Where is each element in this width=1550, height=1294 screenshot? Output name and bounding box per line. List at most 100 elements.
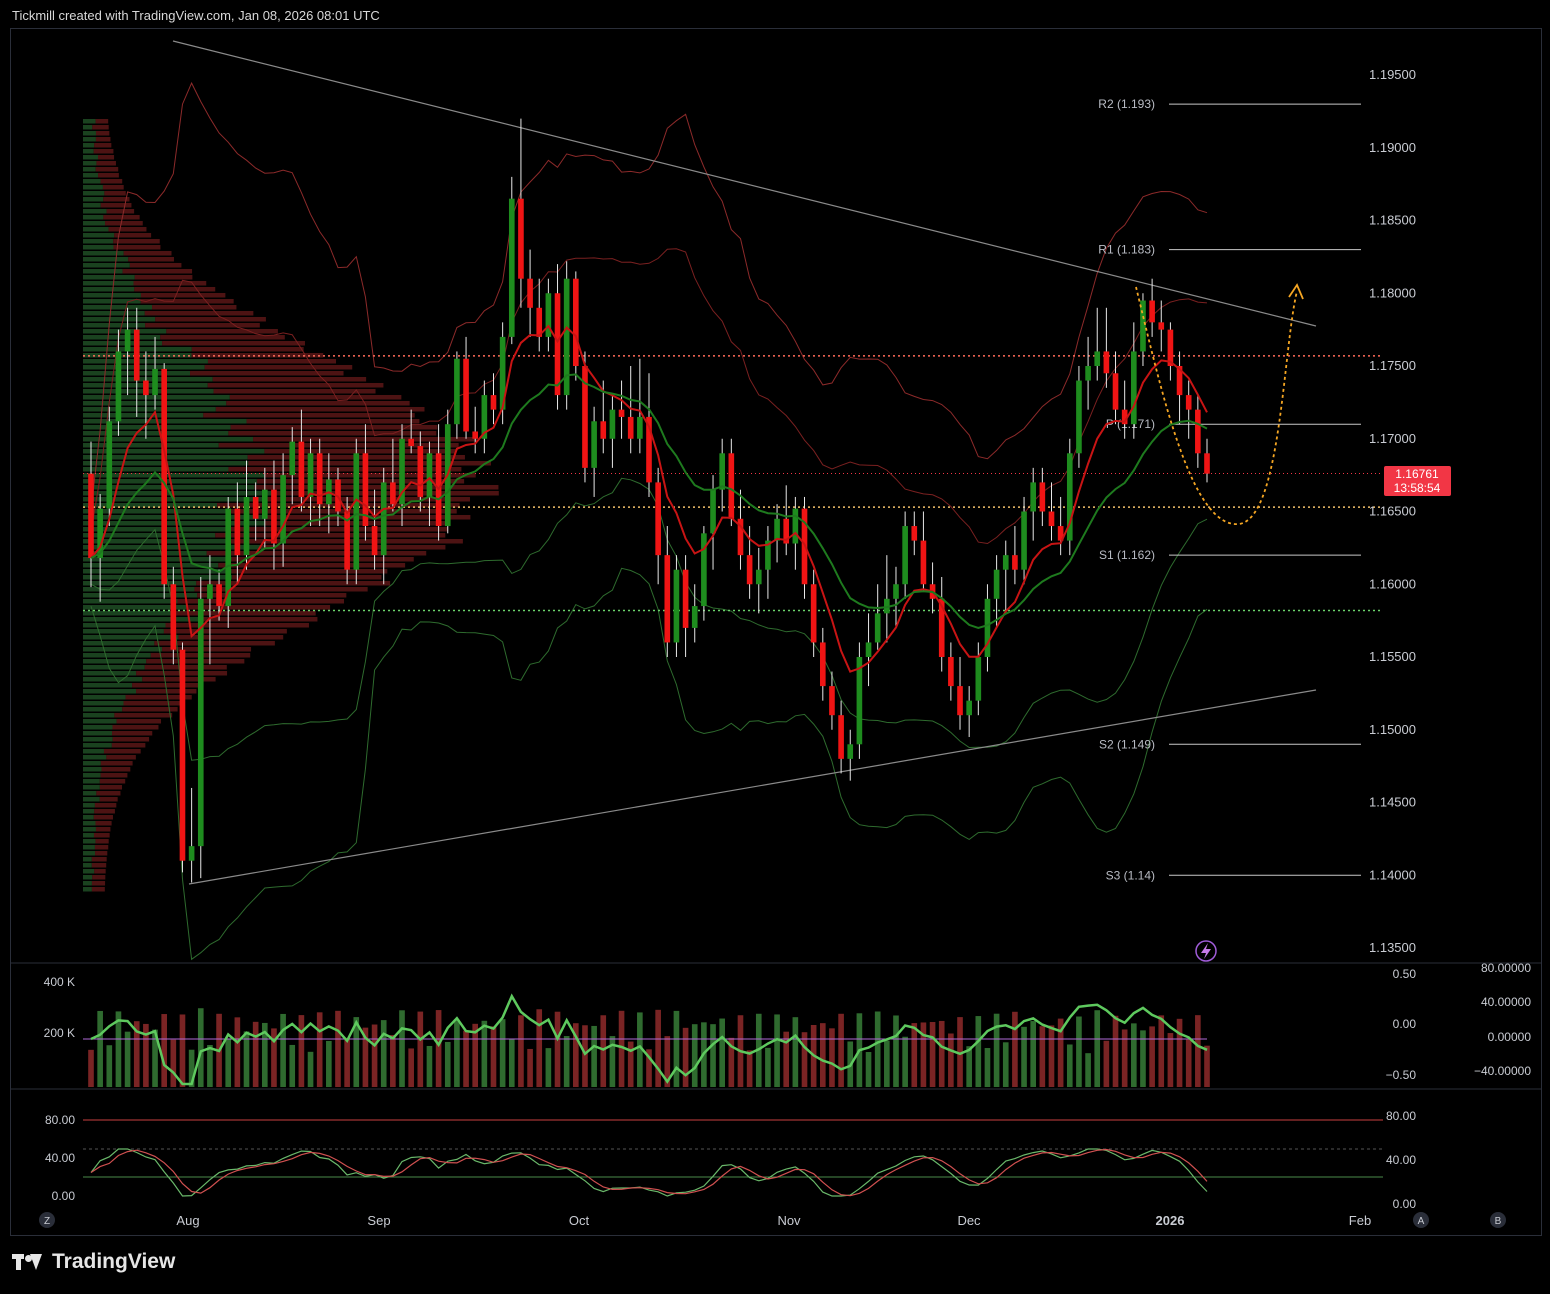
time-label: 2026 — [1156, 1213, 1185, 1228]
volume-bar — [838, 1014, 844, 1087]
oscillator-tick: −0.50 — [1386, 1068, 1417, 1082]
corner-button-z[interactable]: Z — [39, 1212, 55, 1228]
profile-bar-down — [130, 263, 182, 268]
profile-bar-up — [83, 149, 94, 154]
volume-bar — [719, 1019, 725, 1087]
corner-button-b[interactable]: B — [1490, 1212, 1506, 1228]
countdown-timer: 13:58:54 — [1394, 481, 1441, 495]
svg-text:Z: Z — [44, 1216, 50, 1227]
price-tick: 1.18000 — [1369, 285, 1416, 300]
volume-bar — [399, 1010, 405, 1087]
corner-button-a[interactable]: A — [1413, 1212, 1429, 1228]
forecast-arrowhead — [1289, 285, 1303, 299]
cmf-tick: 40.00000 — [1481, 995, 1531, 1009]
profile-bar-down — [94, 149, 114, 154]
profile-bar-up — [83, 257, 128, 262]
price-tick: 1.18500 — [1369, 213, 1416, 228]
profile-bar-down — [96, 131, 109, 136]
price-tick: 1.19000 — [1369, 140, 1416, 155]
volume-bar — [1177, 1019, 1183, 1087]
profile-bar-up — [83, 425, 231, 430]
volume-bar — [674, 1011, 680, 1087]
profile-bar-up — [83, 251, 124, 256]
candle-body — [1113, 373, 1119, 409]
candle-body — [88, 474, 94, 558]
profile-bar-up — [83, 335, 160, 340]
candle-body — [280, 475, 286, 543]
profile-bar-up — [83, 281, 133, 286]
candle-body — [664, 555, 670, 642]
pivot-levels: R2 (1.193)R1 (1.183)P (1.171)S1 (1.162)S… — [1098, 97, 1361, 882]
profile-bar-down — [94, 869, 105, 874]
candle-body — [911, 526, 917, 541]
cmf-tick: −40.00000 — [1474, 1064, 1531, 1078]
volume-bar — [1085, 1053, 1091, 1087]
profile-bar-up — [83, 755, 106, 760]
volume-bar — [930, 1022, 936, 1087]
profile-bar-down — [186, 605, 330, 610]
profile-bar-up — [83, 695, 126, 700]
volume-bar — [866, 1052, 872, 1087]
profile-bar-up — [83, 161, 96, 166]
volume-bar — [326, 1041, 332, 1087]
volume-bar — [161, 1014, 167, 1087]
volume-bar — [875, 1011, 881, 1087]
profile-bar-down — [96, 137, 111, 142]
volume-bar — [509, 1039, 515, 1087]
profile-bar-up — [83, 833, 94, 838]
profile-bar-up — [83, 839, 95, 844]
tradingview-logo[interactable]: TradingView — [12, 1250, 175, 1274]
profile-bar-up — [83, 323, 145, 328]
volume-bar — [1104, 1041, 1110, 1087]
volume-bar — [1094, 1010, 1100, 1087]
candle-body — [966, 701, 972, 716]
profile-bar-down — [100, 785, 122, 790]
profile-bar-up — [83, 647, 162, 652]
volume-bar — [225, 1039, 231, 1087]
profile-bar-down — [215, 533, 445, 538]
profile-bar-up — [83, 767, 102, 772]
profile-bar-up — [83, 743, 112, 748]
profile-bar-down — [95, 839, 108, 844]
profile-bar-up — [83, 155, 98, 160]
candle-body — [637, 417, 643, 439]
volume-bar — [820, 1023, 826, 1087]
profile-bar-down — [145, 323, 260, 328]
profile-bar-up — [83, 509, 226, 514]
profile-bar-down — [95, 845, 108, 850]
volume-bar — [555, 1012, 561, 1087]
profile-bar-down — [228, 431, 436, 436]
profile-bar-up — [83, 269, 123, 274]
profile-bar-up — [83, 173, 98, 178]
candle-body — [1030, 482, 1036, 511]
candle-body — [573, 279, 579, 366]
volume-bar — [317, 1012, 323, 1087]
volume-bar — [1168, 1033, 1174, 1087]
volume-bar — [427, 1046, 433, 1087]
profile-bar-up — [83, 611, 171, 616]
volume-bar — [289, 1045, 295, 1087]
oscillator-tick: 0.00 — [1393, 1017, 1417, 1031]
price-tick: 1.17500 — [1369, 358, 1416, 373]
price-tick: 1.16500 — [1369, 504, 1416, 519]
volume-bar — [1195, 1015, 1201, 1087]
profile-bar-down — [141, 299, 234, 304]
bolt-icon[interactable] — [1196, 941, 1216, 961]
profile-bar-down — [96, 119, 109, 124]
chart-frame[interactable]: R2 (1.193) R1 (1.183) P (1.171) S1 (1.162) S… — [10, 28, 1542, 1236]
candle-body — [408, 439, 414, 446]
profile-bar-down — [254, 485, 498, 490]
volume-bar — [710, 1024, 716, 1087]
candle-body — [143, 381, 149, 396]
candle-body — [244, 497, 250, 555]
candle-body — [747, 555, 753, 584]
profile-bar-down — [96, 161, 116, 166]
candle-body — [289, 442, 295, 475]
profile-bar-up — [83, 179, 101, 184]
volume-tick: 200 K — [44, 1026, 75, 1040]
candle-body — [390, 482, 396, 504]
time-label: Feb — [1349, 1213, 1371, 1228]
main-chart[interactable]: R2 (1.193) R1 (1.183) P (1.171) S1 (1.162) S… — [11, 29, 1541, 1235]
volume-bar — [1131, 1023, 1137, 1087]
profile-bar-down — [92, 881, 105, 886]
